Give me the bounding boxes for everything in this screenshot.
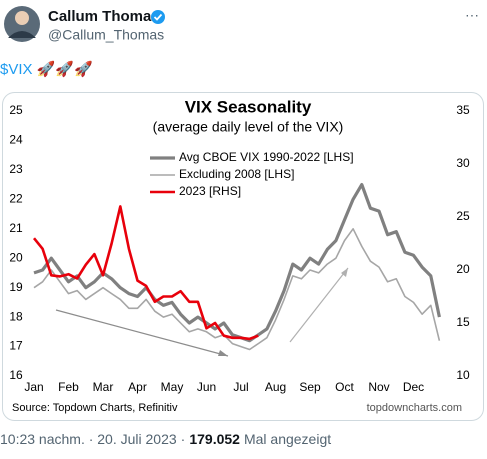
tweet-footer: 10:23 nachm. · 20. Juli 2023 · 179.052 Mal … [0,431,331,447]
view-count: 179.052 [189,431,240,447]
author-handle[interactable]: @Callum_Thomas [48,27,164,43]
media-frame[interactable] [2,92,484,421]
x-tick-label: Jul [233,380,248,394]
x-tick-label: May [161,380,184,394]
author-name[interactable]: Callum Thomas [48,8,160,25]
x-tick-label: Jan [24,380,43,394]
views-label: Mal angezeigt [244,431,331,447]
verified-badge [151,10,165,24]
y-tick-label: 25 [9,103,23,117]
trend-arrow [289,267,349,343]
tweet-emoji: 🚀🚀🚀 [33,60,94,78]
series-line [32,205,259,341]
source-note: Source: Topdown Charts, Refinitiv [12,402,178,414]
y-tick-label: 23 [9,162,23,176]
cashtag[interactable]: $VIX [0,61,33,78]
series-line [33,228,441,351]
arrow-head [341,268,348,277]
legend-label: 2023 [RHS] [179,184,241,198]
timestamp[interactable]: 10:23 nachm. · 20. Juli 2023 [0,431,177,447]
x-tick-label: Dec [403,380,424,394]
y-tick-label: 22 [9,192,23,206]
y2-tick-label: 30 [456,156,470,170]
x-tick-label: Aug [265,380,286,394]
more-button[interactable]: ··· [465,7,479,23]
separator: · [181,431,186,447]
y-tick-label: 17 [9,339,23,353]
verified-check [153,13,163,21]
y-tick-label: 16 [9,368,23,382]
x-tick-label: Sep [299,380,321,394]
x-tick-label: Mar [93,380,114,394]
x-tick-label: Jun [197,380,216,394]
avatar-body [8,31,36,38]
y-tick-label: 18 [9,309,23,323]
legend-label: Avg CBOE VIX 1990-2022 [LHS] [179,150,354,164]
x-tick-label: Nov [368,380,389,394]
tweet-text: $VIX 🚀🚀🚀 [0,60,93,78]
watermark: topdowncharts.com [367,402,462,414]
y2-tick-label: 25 [456,209,470,223]
y2-tick-label: 15 [456,315,470,329]
trend-arrow [55,309,229,357]
x-tick-label: Apr [128,380,147,394]
y-tick-label: 19 [9,280,23,294]
y2-tick-label: 20 [456,262,470,276]
y-tick-label: 20 [9,250,23,264]
y2-tick-label: 10 [456,368,470,382]
x-tick-label: Oct [335,380,354,394]
chart: VIX Seasonality (average daily level of … [9,97,470,413]
avatar-face [15,11,29,25]
y-tick-label: 21 [9,221,23,235]
chart-subtitle: (average daily level of the VIX) [153,119,344,135]
legend-label: Excluding 2008 [LHS] [179,167,294,181]
x-tick-label: Feb [58,380,79,394]
y2-tick-label: 35 [456,103,470,117]
chart-title: VIX Seasonality [185,97,312,116]
y-tick-label: 24 [9,133,23,147]
arrow-head [218,350,228,356]
